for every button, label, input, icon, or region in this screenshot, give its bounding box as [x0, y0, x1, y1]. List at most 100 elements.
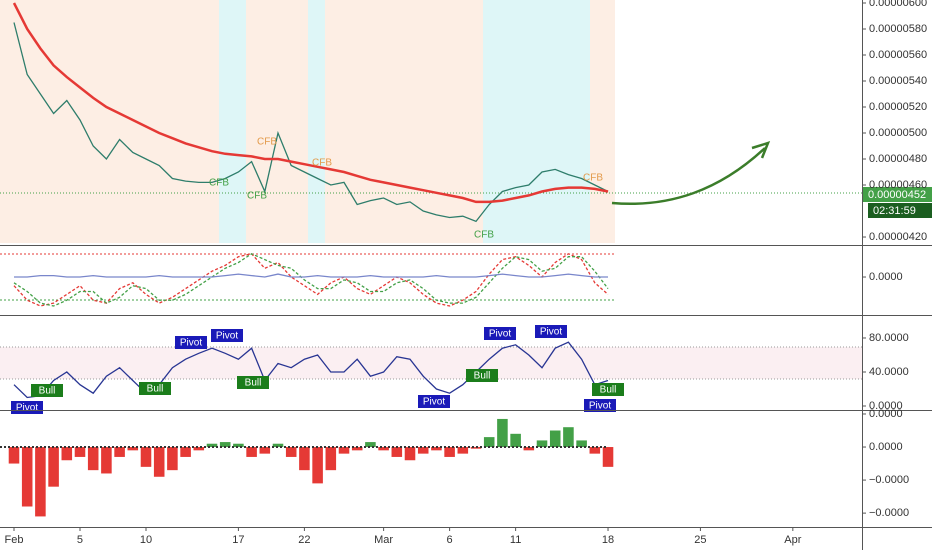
histogram-bar: [549, 430, 561, 448]
histogram-bar: [21, 447, 33, 507]
annotation: CFB: [247, 191, 267, 202]
x-tick-label: 6: [447, 534, 453, 546]
y-tick-label: −0.0000: [869, 507, 909, 519]
y-tick-label: 80.0000: [869, 332, 909, 344]
histogram-bar: [114, 447, 125, 457]
price-tag-text: 0.00000452: [868, 189, 926, 201]
y-tick-label: 0.00000580: [869, 23, 927, 35]
series-line: [12, 2, 609, 204]
annotation: Pivot: [180, 338, 202, 349]
countdown-tag: [868, 203, 932, 218]
marks: CFB CFB CFB CFB CFB CFB Pivot Pivot Pivot Pivot Pi…: [0, 2, 624, 517]
y-tick-label: 0.00000520: [869, 101, 927, 113]
x-tick-label: 5: [77, 534, 83, 546]
series-line: [13, 22, 609, 223]
histogram-bar: [563, 427, 574, 448]
histogram-bar: [325, 447, 337, 471]
y-tick-label: 0.00000500: [869, 127, 927, 139]
annotation: Bull: [600, 385, 617, 396]
label-box: [466, 369, 498, 382]
histogram-bar: [272, 443, 284, 448]
annotation: Bull: [147, 384, 164, 395]
rsi-band: [0, 347, 862, 379]
histogram-bar: [219, 442, 231, 448]
annotation: Pivot: [423, 397, 445, 408]
y-tick-label: 0.00000560: [869, 49, 927, 61]
histogram-bar: [589, 447, 601, 454]
histogram-bar: [246, 447, 257, 457]
x-tick-label: Apr: [784, 534, 801, 546]
label-box: [584, 399, 616, 412]
label-box: [237, 376, 269, 389]
annotation: Pivot: [216, 331, 238, 342]
annotation: Pivot: [489, 329, 511, 340]
histogram-bar: [351, 447, 363, 451]
histogram-bar: [61, 447, 73, 461]
annotation: Pivot: [589, 401, 611, 412]
x-tick-label: 25: [694, 534, 706, 546]
annotation: Pivot: [540, 327, 562, 338]
backgrounds: [0, 0, 862, 379]
label-box: [418, 395, 450, 408]
x-tick-label: 18: [602, 534, 614, 546]
y-tick-label: −0.0000: [869, 474, 909, 486]
y-tick-label: 0.0000: [869, 408, 903, 420]
x-tick-label: 22: [298, 534, 310, 546]
annotation: Bull: [245, 378, 262, 389]
histogram-bar: [431, 447, 442, 451]
annotation: CFB: [474, 230, 494, 241]
series-line: [14, 273, 608, 278]
x-tick-label: 17: [232, 534, 244, 546]
histogram-bar: [8, 447, 20, 464]
series-line: [13, 253, 609, 307]
bull-zone: [483, 0, 590, 243]
y-tick-label: 0.00000480: [869, 153, 927, 165]
x-tick-label: Mar: [374, 534, 393, 546]
histogram-bar: [391, 447, 403, 457]
annotation: CFB: [209, 178, 229, 189]
histogram-bar: [378, 447, 389, 451]
histogram-bar: [48, 447, 59, 487]
y-tick-label: 0.0000: [869, 441, 903, 453]
histogram-bar: [206, 443, 218, 448]
histogram-bar: [536, 440, 548, 448]
x-tick-label: Feb: [5, 534, 24, 546]
histogram-bar: [74, 447, 86, 457]
label-box: [139, 382, 171, 395]
histogram-bar: [483, 437, 495, 448]
annotation: Bull: [474, 371, 491, 382]
histogram-bar: [153, 447, 165, 477]
y-tick-label: 0.0000: [869, 271, 903, 283]
y-tick-label: 0.00000540: [869, 75, 927, 87]
countdown-text: 02:31:59: [873, 205, 916, 217]
histogram-bar: [338, 447, 350, 454]
label-box: [592, 383, 624, 396]
annotation: Bull: [39, 386, 56, 397]
histogram-bar: [101, 447, 112, 474]
annotation: CFB: [312, 158, 332, 169]
histogram-bar: [576, 440, 587, 448]
histogram-bar: [233, 443, 244, 448]
histogram-bar: [140, 447, 152, 467]
histogram-bar: [312, 447, 323, 484]
arrow-head: [751, 141, 771, 159]
label-box: [211, 329, 243, 342]
x-tick-label: 11: [510, 534, 521, 546]
histogram-bar: [259, 447, 271, 454]
histogram-bar: [180, 447, 191, 457]
x-tick-label: 10: [140, 534, 152, 546]
histogram-bar: [87, 447, 99, 471]
y-tick-label: 0.00000600: [869, 0, 927, 9]
histogram-bar: [404, 447, 416, 461]
bull-zone: [219, 0, 246, 243]
series-line: [13, 253, 609, 307]
label-box: [484, 327, 516, 340]
histogram-bar: [127, 447, 139, 451]
label-box: [175, 336, 207, 349]
label-box: [535, 325, 567, 338]
histogram-bar: [167, 447, 178, 471]
series-line: [13, 341, 609, 399]
histogram-bar: [510, 433, 521, 448]
